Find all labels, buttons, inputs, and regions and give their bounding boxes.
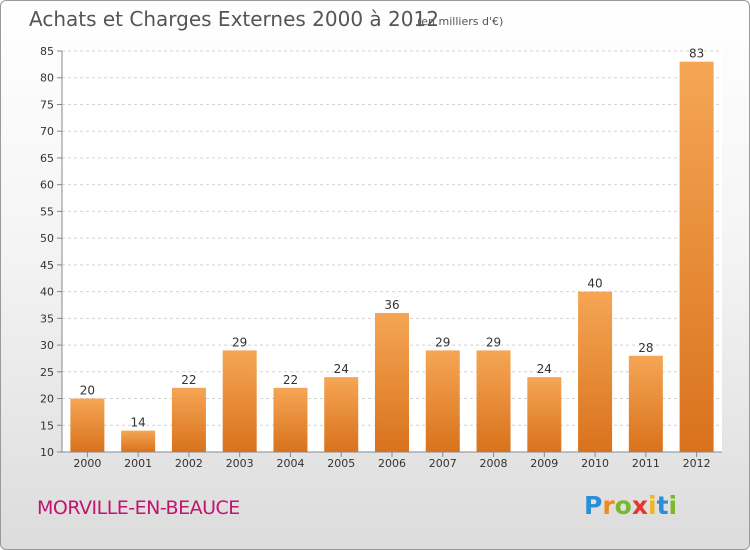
bar — [70, 398, 105, 452]
x-tick-label: 2007 — [429, 457, 457, 470]
chart-unit: (en milliers d'€) — [417, 15, 504, 28]
bar — [121, 430, 156, 452]
proxiti-logo: Proxiti — [584, 491, 677, 520]
x-tick-label: 2010 — [581, 457, 609, 470]
logo-letter: i — [668, 491, 678, 520]
bar — [375, 312, 409, 452]
data-label: 29 — [435, 335, 450, 349]
bar — [324, 377, 359, 452]
data-label: 24 — [334, 362, 349, 376]
data-label: 40 — [587, 277, 602, 291]
bar — [476, 350, 511, 452]
x-tick-label: 2005 — [327, 457, 355, 470]
y-tick-label: 75 — [40, 98, 54, 111]
bar — [425, 350, 460, 452]
y-tick-label: 80 — [40, 72, 54, 85]
commune-name: MORVILLE-EN-BEAUCE — [37, 497, 240, 519]
data-label: 28 — [638, 341, 653, 355]
chart-title: Achats et Charges Externes 2000 à 2012 — [29, 7, 439, 31]
x-tick-label: 2000 — [73, 457, 101, 470]
logo-letter: r — [602, 491, 615, 520]
x-tick-label: 2012 — [683, 457, 711, 470]
logo-letter: P — [584, 491, 603, 520]
data-label: 29 — [486, 335, 501, 349]
x-tick-label: 2009 — [530, 457, 558, 470]
x-tick-label: 2002 — [175, 457, 203, 470]
data-label: 22 — [283, 373, 298, 387]
x-tick-label: 2004 — [276, 457, 304, 470]
y-tick-label: 30 — [40, 339, 54, 352]
x-tick-label: 2011 — [632, 457, 660, 470]
y-tick-label: 20 — [40, 393, 54, 406]
y-tick-label: 60 — [40, 179, 54, 192]
x-tick-label: 2003 — [226, 457, 254, 470]
x-tick-label: 2001 — [124, 457, 152, 470]
y-tick-label: 50 — [40, 232, 54, 245]
y-tick-label: 55 — [40, 205, 54, 218]
y-tick-label: 35 — [40, 312, 54, 325]
x-tick-label: 2008 — [480, 457, 508, 470]
bar — [273, 387, 308, 452]
y-tick-label: 25 — [40, 366, 54, 379]
bar — [628, 355, 663, 452]
y-tick-label: 40 — [40, 286, 54, 299]
data-label: 24 — [537, 362, 552, 376]
y-tick-label: 15 — [40, 419, 54, 432]
y-tick-label: 10 — [40, 446, 54, 459]
logo-letter: t — [656, 491, 669, 520]
bar — [527, 377, 562, 452]
bar — [578, 291, 613, 452]
bar — [222, 350, 257, 452]
y-tick-label: 65 — [40, 152, 54, 165]
data-label: 83 — [689, 47, 704, 61]
data-label: 20 — [80, 384, 95, 398]
data-label: 29 — [232, 335, 247, 349]
logo-letter: o — [614, 491, 632, 520]
bar — [171, 387, 206, 452]
logo-letter: x — [631, 491, 648, 520]
bar — [679, 61, 714, 453]
data-label: 36 — [384, 298, 399, 312]
data-label: 14 — [131, 416, 146, 430]
y-tick-label: 85 — [40, 45, 54, 58]
logo-letter: i — [648, 491, 657, 520]
data-label: 22 — [181, 373, 196, 387]
y-tick-label: 45 — [40, 259, 54, 272]
y-tick-label: 70 — [40, 125, 54, 138]
x-tick-label: 2006 — [378, 457, 406, 470]
